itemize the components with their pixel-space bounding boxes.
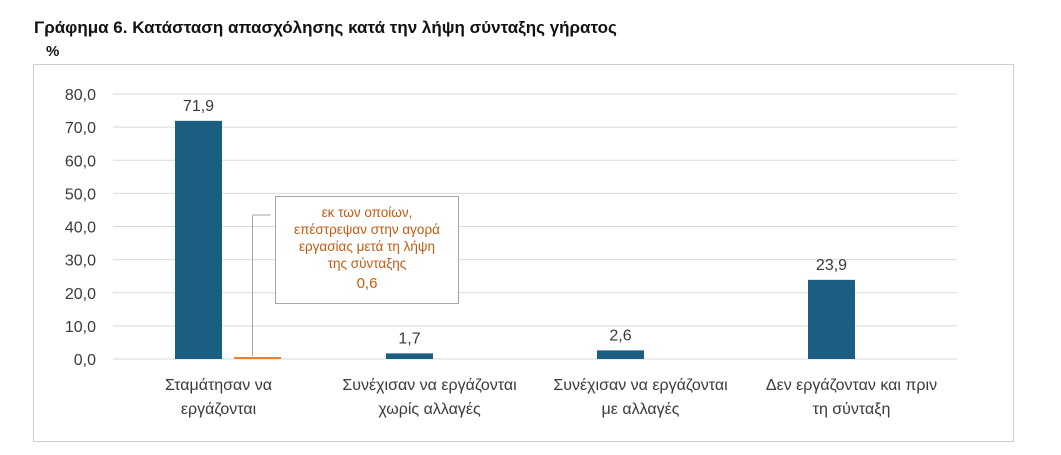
y-tick-label: 30,0: [65, 253, 96, 270]
bar: [808, 279, 855, 359]
category-label: χωρίς αλλαγές: [378, 401, 481, 418]
y-tick-label: 40,0: [65, 220, 96, 237]
data-labels: 71,9 1,7 2,6 23,9: [183, 98, 847, 348]
chart-title: Γράφημα 6. Κατάσταση απασχόλησης κατά τη…: [34, 18, 617, 37]
data-label: 2,6: [609, 327, 631, 344]
y-tick-label: 60,0: [65, 153, 96, 170]
callout-line-1: εκ των οποίων,: [321, 205, 413, 220]
category-label: Δεν εργάζονταν και πριν: [766, 377, 937, 394]
data-label: 71,9: [183, 98, 214, 115]
y-axis-unit: %: [46, 43, 60, 60]
callout-line-4: της σύνταξης: [327, 256, 407, 271]
bar: [597, 350, 644, 359]
data-label: 23,9: [816, 257, 847, 274]
category-label: εργάζονται: [181, 401, 257, 418]
y-tick-label: 0,0: [74, 352, 96, 369]
category-label: Συνέχισαν να εργάζονται: [553, 377, 728, 394]
y-tick-label: 50,0: [65, 186, 96, 203]
category-label: τη σύνταξη: [813, 401, 891, 418]
y-tick-label: 20,0: [65, 286, 96, 303]
category-label: με αλλαγές: [602, 401, 680, 418]
y-tick-label: 80,0: [65, 87, 96, 104]
category-label: Συνέχισαν να εργάζονται: [342, 377, 517, 394]
category-label: Σταμάτησαν να: [165, 377, 272, 394]
callout-line-2: επέστρεψαν στην αγορά: [294, 222, 440, 237]
callout-line-3: εργασίας μετά τη λήψη: [298, 239, 436, 254]
sub-bar: [234, 357, 281, 359]
bars: [175, 120, 855, 359]
y-tick-label: 10,0: [65, 319, 96, 336]
callout-box: εκ των οποίων, επέστρεψαν στην αγορά εργ…: [275, 196, 459, 304]
category-labels: Σταμάτησαν να εργάζονται Συνέχισαν να εργά…: [165, 377, 937, 418]
chart-frame: [33, 64, 1014, 442]
y-axis-ticks: 0,0 10,0 20,0 30,0 40,0 50,0 60,0 70,0 80,0: [65, 87, 96, 369]
bar: [386, 353, 433, 359]
y-tick-label: 70,0: [65, 120, 96, 137]
bar: [175, 120, 222, 359]
data-label: 1,7: [398, 330, 420, 347]
callout-value: 0,6: [356, 275, 378, 292]
